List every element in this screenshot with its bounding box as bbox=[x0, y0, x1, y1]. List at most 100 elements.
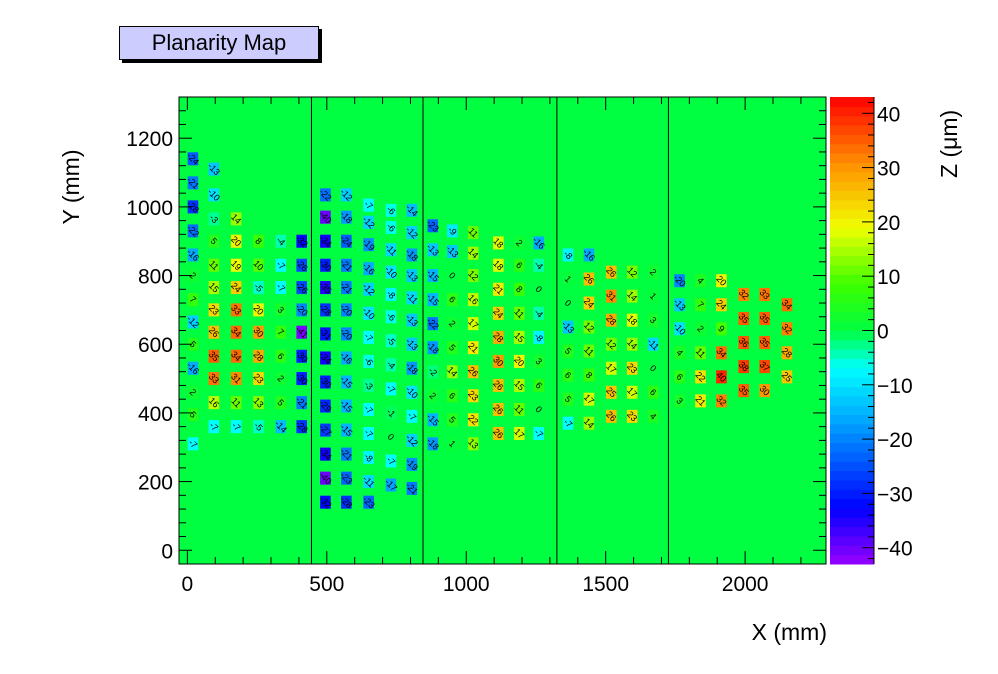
color-scale-band bbox=[830, 461, 874, 472]
cell-rect bbox=[208, 325, 220, 339]
cell-value: 1 bbox=[563, 274, 574, 285]
cell-rect bbox=[447, 317, 458, 331]
cell-rect bbox=[533, 354, 545, 368]
cell-rect bbox=[341, 258, 352, 272]
heatmap-cell: -12 bbox=[338, 187, 354, 203]
cell-rect bbox=[583, 272, 595, 286]
heatmap-cell: -15 bbox=[425, 291, 441, 307]
cell-value: 1 bbox=[648, 291, 659, 302]
cell-value: 28 bbox=[491, 330, 505, 344]
cell-rect bbox=[493, 402, 504, 417]
heatmap-cell: 14 bbox=[229, 212, 243, 226]
cell-value: 31 bbox=[604, 289, 618, 303]
cell-value: 31 bbox=[229, 371, 243, 385]
cell-value: 26 bbox=[491, 402, 505, 416]
heatmap-cell: -13 bbox=[206, 161, 222, 177]
cell-rect bbox=[320, 258, 331, 272]
heatmap-cell: 12 bbox=[604, 337, 618, 351]
cell-rect bbox=[187, 152, 199, 166]
cell-rect bbox=[513, 236, 525, 250]
cell-value: 0 bbox=[386, 432, 397, 443]
cell-rect bbox=[230, 281, 242, 295]
cell-rect bbox=[513, 402, 525, 417]
cell-rect bbox=[385, 454, 397, 468]
cell-rect bbox=[230, 396, 242, 410]
cell-rect bbox=[253, 420, 264, 434]
y-tick-label: 1200 bbox=[126, 128, 173, 151]
cell-rect bbox=[695, 370, 706, 384]
color-scale-band bbox=[830, 442, 874, 453]
heatmap-cell: -8 bbox=[532, 330, 545, 344]
cell-value: 8 bbox=[584, 370, 595, 381]
heatmap-cell: -12 bbox=[185, 314, 201, 330]
heatmap-cell: 11 bbox=[694, 346, 708, 360]
heatmap-cell: -30 bbox=[294, 348, 310, 364]
heatmap-cell: -7 bbox=[207, 420, 220, 434]
cell-value: 18 bbox=[625, 313, 639, 327]
heatmap-cell: 23 bbox=[207, 303, 221, 317]
cell-rect bbox=[562, 248, 574, 262]
cell-rect bbox=[296, 234, 308, 248]
cell-value: 7 bbox=[275, 327, 286, 338]
cell-rect bbox=[447, 389, 458, 403]
cell-rect bbox=[626, 337, 638, 351]
heatmap-cell: 23 bbox=[625, 409, 639, 423]
color-scale-band bbox=[830, 498, 874, 509]
heatmap-cell: -4 bbox=[274, 234, 287, 248]
cell-rect bbox=[363, 262, 374, 276]
color-scale-band bbox=[830, 190, 874, 201]
cell-rect bbox=[647, 337, 659, 351]
heatmap-cell: -13 bbox=[404, 267, 420, 283]
heatmap-cell: 34 bbox=[229, 325, 243, 339]
heatmap-cell: 35 bbox=[207, 349, 221, 363]
heatmap-cell: 4 bbox=[674, 346, 685, 360]
cell-rect bbox=[759, 335, 770, 350]
x-tick-label: 1500 bbox=[582, 573, 629, 596]
heatmap-cell: -5 bbox=[252, 420, 265, 434]
chart-title: Planarity Map bbox=[119, 26, 319, 60]
cell-rect bbox=[427, 389, 439, 403]
cell-value: 32 bbox=[780, 322, 794, 336]
heatmap-cell: 14 bbox=[625, 337, 639, 351]
cell-rect bbox=[363, 378, 374, 392]
cell-rect bbox=[341, 423, 352, 437]
cell-rect bbox=[230, 325, 242, 339]
cell-rect bbox=[320, 351, 331, 365]
cell-rect bbox=[296, 396, 308, 410]
cell-value: 15 bbox=[512, 378, 526, 392]
cell-rect bbox=[674, 370, 685, 384]
cell-rect bbox=[562, 392, 574, 406]
heatmap-cell: -7 bbox=[385, 382, 397, 396]
heatmap-cell: 25 bbox=[604, 385, 618, 399]
cell-rect bbox=[583, 392, 595, 406]
heatmap-cell: -11 bbox=[404, 290, 420, 306]
cell-rect bbox=[647, 409, 659, 423]
heatmap-cell: -6 bbox=[385, 220, 397, 235]
heatmap-cell: 1 bbox=[647, 289, 659, 303]
color-scale-band bbox=[830, 311, 874, 322]
cell-value: 5 bbox=[447, 342, 458, 353]
color-scale-label: −20 bbox=[877, 429, 913, 452]
heatmap-cell: -11 bbox=[383, 242, 399, 258]
heatmap-cell: 2 bbox=[648, 265, 659, 279]
color-scale-band bbox=[830, 330, 874, 341]
cell-rect bbox=[493, 426, 504, 441]
heatmap-cell: 3 bbox=[674, 394, 685, 408]
heatmap-cell: -30 bbox=[294, 370, 310, 386]
cell-rect bbox=[208, 212, 220, 226]
cell-value: 5 bbox=[275, 397, 286, 408]
cell-rect bbox=[187, 408, 199, 422]
heatmap-cell: 11 bbox=[512, 306, 526, 320]
cell-value: 20 bbox=[251, 303, 265, 317]
cell-rect bbox=[208, 303, 220, 317]
heatmap-cell: -5 bbox=[252, 281, 265, 295]
heatmap-cell: 7 bbox=[275, 325, 286, 339]
cell-rect bbox=[187, 361, 199, 375]
cell-value: 2 bbox=[648, 267, 659, 278]
cell-rect bbox=[296, 325, 308, 339]
cell-rect bbox=[647, 289, 659, 303]
cell-value: 5 bbox=[563, 394, 574, 405]
cell-rect bbox=[253, 396, 264, 410]
heatmap-cell: 5 bbox=[447, 341, 458, 355]
heatmap-cell: 3 bbox=[533, 354, 545, 368]
